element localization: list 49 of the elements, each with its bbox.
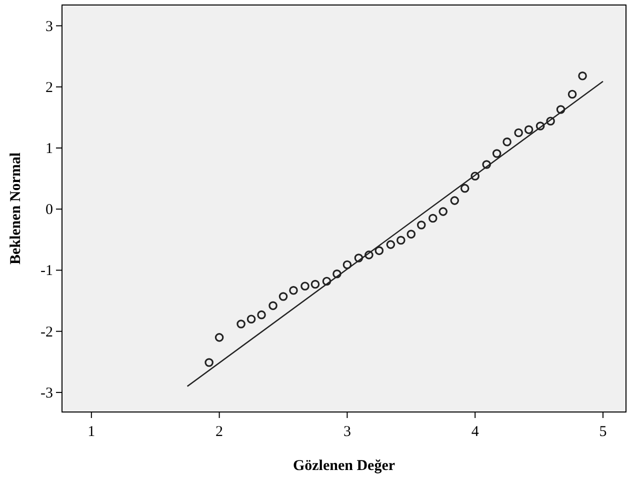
x-tick-label: 5 (599, 424, 607, 440)
point (470, 172, 480, 181)
y-tick-label: -2 (40, 324, 53, 340)
x-tick-label: 3 (343, 424, 351, 440)
point (236, 320, 246, 328)
y-tick-label: 0 (46, 202, 53, 218)
point (416, 220, 426, 230)
point (568, 90, 577, 99)
point (310, 280, 320, 289)
point (342, 260, 352, 270)
point (438, 207, 448, 216)
point (406, 230, 416, 239)
y-tick-label: -3 (40, 385, 53, 402)
point (502, 137, 512, 146)
point (204, 358, 214, 367)
y-tick-label: 1 (46, 141, 53, 157)
x-axis-title: Gözlenen Değer (292, 458, 396, 474)
point (386, 240, 396, 249)
y-tick-label: -1 (40, 263, 53, 280)
point (246, 314, 256, 324)
y-axis-title: Beklenen Normal (8, 152, 24, 265)
point (374, 246, 384, 256)
point (322, 276, 332, 286)
x-tick-label: 1 (88, 424, 96, 440)
point (354, 254, 364, 262)
x-tick-label: 2 (216, 424, 224, 440)
point (257, 310, 266, 320)
point (214, 333, 224, 342)
x-tick-label: 4 (471, 424, 480, 440)
point (460, 184, 470, 193)
point (332, 269, 342, 278)
point (578, 71, 587, 80)
y-tick-label: 2 (46, 80, 53, 96)
point (514, 128, 523, 138)
point (364, 250, 374, 260)
point (300, 282, 310, 291)
point (546, 116, 555, 126)
point (289, 286, 298, 295)
point (556, 105, 566, 114)
point (524, 125, 534, 134)
point (450, 196, 460, 205)
y-tick-label: 3 (46, 18, 53, 35)
point (428, 214, 438, 223)
point (536, 122, 545, 130)
point (396, 236, 406, 245)
point (492, 149, 502, 158)
point (482, 160, 491, 169)
point (278, 292, 288, 301)
point (268, 301, 278, 310)
